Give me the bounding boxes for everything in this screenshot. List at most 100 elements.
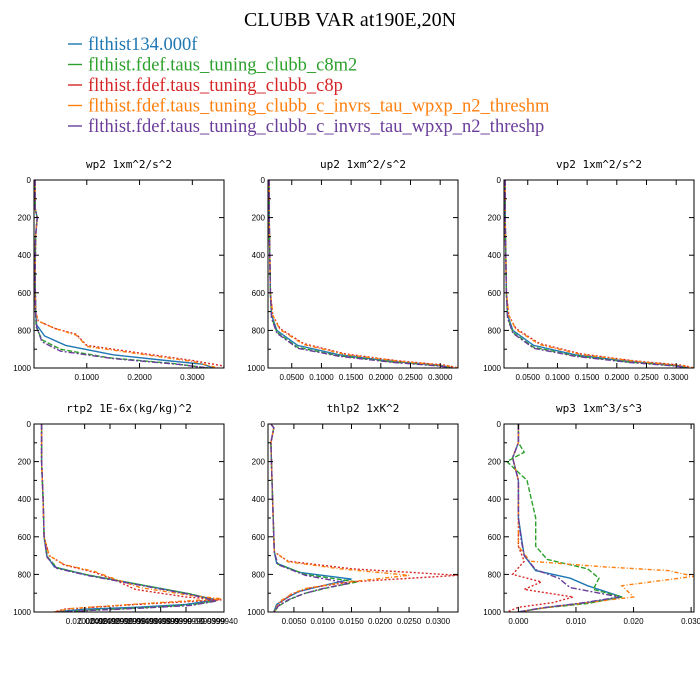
y-tick-label: 200 xyxy=(18,214,32,223)
y-tick-label: 400 xyxy=(488,495,502,504)
main-title: CLUBB VAR at190E,20N xyxy=(244,9,456,31)
y-tick-label: 600 xyxy=(252,289,266,298)
series-line xyxy=(270,424,410,612)
y-tick-label: 200 xyxy=(252,214,266,223)
panel: rtp2 1E-6x(kg/kg)^2 0 200 400 600 800 1000 0.02… xyxy=(13,402,238,626)
y-tick-label: 1000 xyxy=(483,364,501,373)
series-line xyxy=(34,180,209,368)
panel-title: thlp2 1xK^2 xyxy=(327,402,400,415)
y-tick-label: 800 xyxy=(488,326,502,335)
x-tick-label: 0.0250 xyxy=(397,617,422,626)
y-tick-label: 600 xyxy=(488,289,502,298)
x-tick-label: 0.0349999 xyxy=(129,617,167,626)
series-line xyxy=(268,180,453,368)
y-tick-label: 200 xyxy=(252,458,266,467)
y-tick-label: 400 xyxy=(18,251,32,260)
x-tick-label: 0.0349999 xyxy=(142,617,180,626)
legend-label: flthist.fdef.taus_tuning_clubb_c_invrs_t… xyxy=(88,117,544,137)
series-line xyxy=(268,180,458,368)
series-line xyxy=(505,424,623,612)
x-tick-label: 0.0299999 xyxy=(104,617,142,626)
panel-title: vp2 1xm^2/s^2 xyxy=(556,158,642,171)
series-group xyxy=(504,180,694,368)
y-tick-label: 0 xyxy=(261,176,266,185)
legend-label: flthist134.000f xyxy=(88,35,198,55)
series-line xyxy=(268,180,453,368)
plot-frame xyxy=(267,423,459,613)
series-line xyxy=(34,180,224,368)
series-group xyxy=(34,180,224,368)
panel: vp2 1xm^2/s^2 0 200 400 600 800 1000 0.0500 0.10… xyxy=(483,158,695,382)
x-tick-label: 0.0500 xyxy=(280,373,305,382)
series-line xyxy=(270,424,458,612)
y-tick-label: 200 xyxy=(488,458,502,467)
y-tick-label: 800 xyxy=(252,326,266,335)
y-tick-label: 0 xyxy=(27,176,32,185)
series-group xyxy=(270,424,458,612)
series-line xyxy=(511,424,620,612)
x-tick-label: 0.1500 xyxy=(575,373,600,382)
series-line xyxy=(506,424,574,612)
y-tick-label: 400 xyxy=(488,251,502,260)
series-line xyxy=(504,180,689,368)
series-line xyxy=(268,180,458,368)
series-line xyxy=(34,180,209,368)
x-tick-label: 0.1000 xyxy=(545,373,570,382)
y-tick-label: 200 xyxy=(488,214,502,223)
y-tick-label: 600 xyxy=(252,533,266,542)
x-tick-label: 0.0399999 xyxy=(154,617,192,626)
x-tick-label: 0.2500 xyxy=(634,373,659,382)
x-tick-label: 0.0300 xyxy=(426,617,451,626)
x-tick-label: 0.2000 xyxy=(127,373,152,382)
panel-title: wp2 1xm^2/s^2 xyxy=(86,158,172,171)
y-tick-label: 1000 xyxy=(483,608,501,617)
x-tick-label: 0.1000 xyxy=(75,373,100,382)
series-line xyxy=(504,180,694,368)
y-tick-label: 400 xyxy=(252,251,266,260)
panel: wp2 1xm^2/s^2 0 200 400 600 800 1000 0.1000 0.20… xyxy=(13,158,225,382)
x-tick-label: 0.0249999 xyxy=(78,617,116,626)
series-line xyxy=(270,424,349,612)
y-tick-label: 400 xyxy=(252,495,266,504)
x-tick-label: 0.0399999 xyxy=(187,617,225,626)
x-tick-label: 0.0299999 xyxy=(116,617,154,626)
x-tick-label: 0.1500 xyxy=(339,373,364,382)
series-group xyxy=(505,424,694,612)
y-tick-label: 1000 xyxy=(247,608,265,617)
x-tick-label: 0.0200 xyxy=(368,617,393,626)
y-tick-label: 1000 xyxy=(13,364,31,373)
y-tick-label: 0 xyxy=(27,420,32,429)
x-tick-label: 0.0500 xyxy=(516,373,541,382)
plot-frame xyxy=(33,179,225,369)
y-tick-label: 600 xyxy=(18,533,32,542)
legend: flthist134.000f flthist.fdef.taus_tuning_… xyxy=(68,35,550,137)
panel: up2 1xm^2/s^2 0 200 400 600 800 1000 0.0500 0.10… xyxy=(247,158,459,382)
x-tick-label: 0.0050 xyxy=(282,617,307,626)
series-line xyxy=(504,180,689,368)
series-line xyxy=(34,180,214,368)
y-tick-label: 800 xyxy=(18,326,32,335)
panel: wp3 1xm^3/s^3 0 200 400 600 800 1000 0.000 0.010… xyxy=(483,402,700,626)
x-tick-label: 0.010 xyxy=(566,617,587,626)
x-tick-label: 0.0100 xyxy=(310,617,335,626)
x-tick-label: 0.2000 xyxy=(605,373,630,382)
x-tick-label: 0.2500 xyxy=(398,373,423,382)
series-line xyxy=(511,424,694,612)
x-tick-label: 0.0399940 xyxy=(200,617,238,626)
series-line xyxy=(511,424,623,612)
plot-frame xyxy=(503,423,695,613)
x-tick-label: 0.3000 xyxy=(664,373,689,382)
x-tick-label: 0.030 xyxy=(681,617,700,626)
x-tick-label: 0.0399999 xyxy=(167,617,205,626)
x-tick-label: 0.1000 xyxy=(309,373,334,382)
x-tick-label: 0.3000 xyxy=(180,373,205,382)
x-tick-label: 0.000 xyxy=(508,617,529,626)
x-tick-label: 0.2000 xyxy=(369,373,394,382)
x-tick-label: 0.3000 xyxy=(428,373,453,382)
legend-label: flthist.fdef.taus_tuning_clubb_c_invrs_t… xyxy=(88,97,550,117)
panel: thlp2 1xK^2 0 200 400 600 800 1000 0.0050 0.0100… xyxy=(247,402,459,626)
y-tick-label: 800 xyxy=(252,570,266,579)
y-tick-label: 0 xyxy=(497,420,502,429)
y-tick-label: 400 xyxy=(18,495,32,504)
